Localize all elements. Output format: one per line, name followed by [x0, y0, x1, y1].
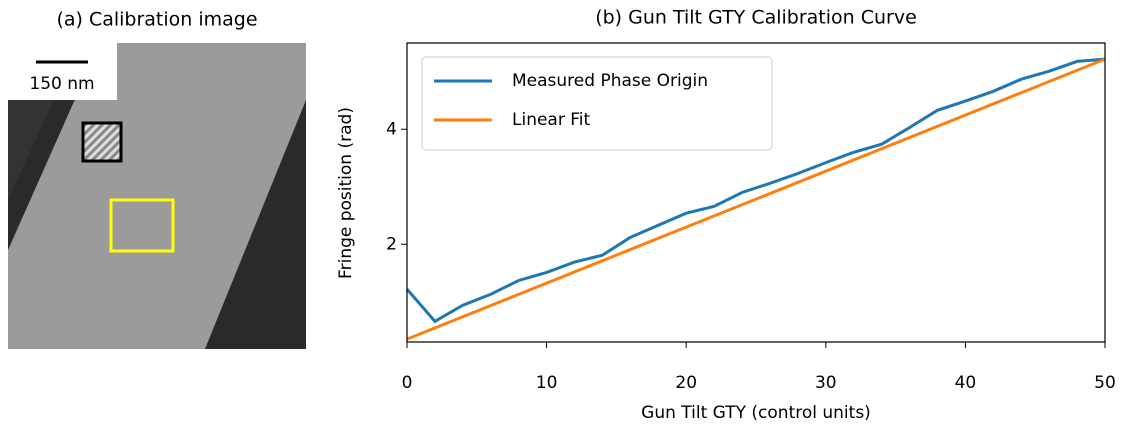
calibration-image — [8, 43, 306, 349]
x-tick-label: 10 — [536, 373, 558, 393]
y-tick-label: 4 — [386, 119, 397, 139]
chart-title: (b) Gun Tilt GTY Calibration Curve — [595, 7, 917, 29]
legend-label: Linear Fit — [512, 110, 591, 130]
x-tick-label: 0 — [402, 373, 413, 393]
y-axis-label: Fringe position (rad) — [336, 107, 356, 279]
y-tick-label: 2 — [386, 234, 397, 254]
x-tick-label: 30 — [815, 373, 837, 393]
x-axis-label: Gun Tilt GTY (control units) — [641, 403, 871, 423]
data-line — [406, 57, 1106, 341]
data-line — [405, 57, 1106, 324]
axes-frame — [406, 42, 1106, 343]
panel-a-title: (a) Calibration image — [56, 9, 257, 31]
x-tick-label: 50 — [1094, 373, 1116, 393]
legend-box — [421, 56, 773, 151]
scale-bar-label: 150 nm — [29, 74, 94, 94]
x-tick-label: 40 — [955, 373, 977, 393]
x-tick-label: 20 — [675, 373, 697, 393]
legend-label: Measured Phase Origin — [512, 71, 708, 91]
